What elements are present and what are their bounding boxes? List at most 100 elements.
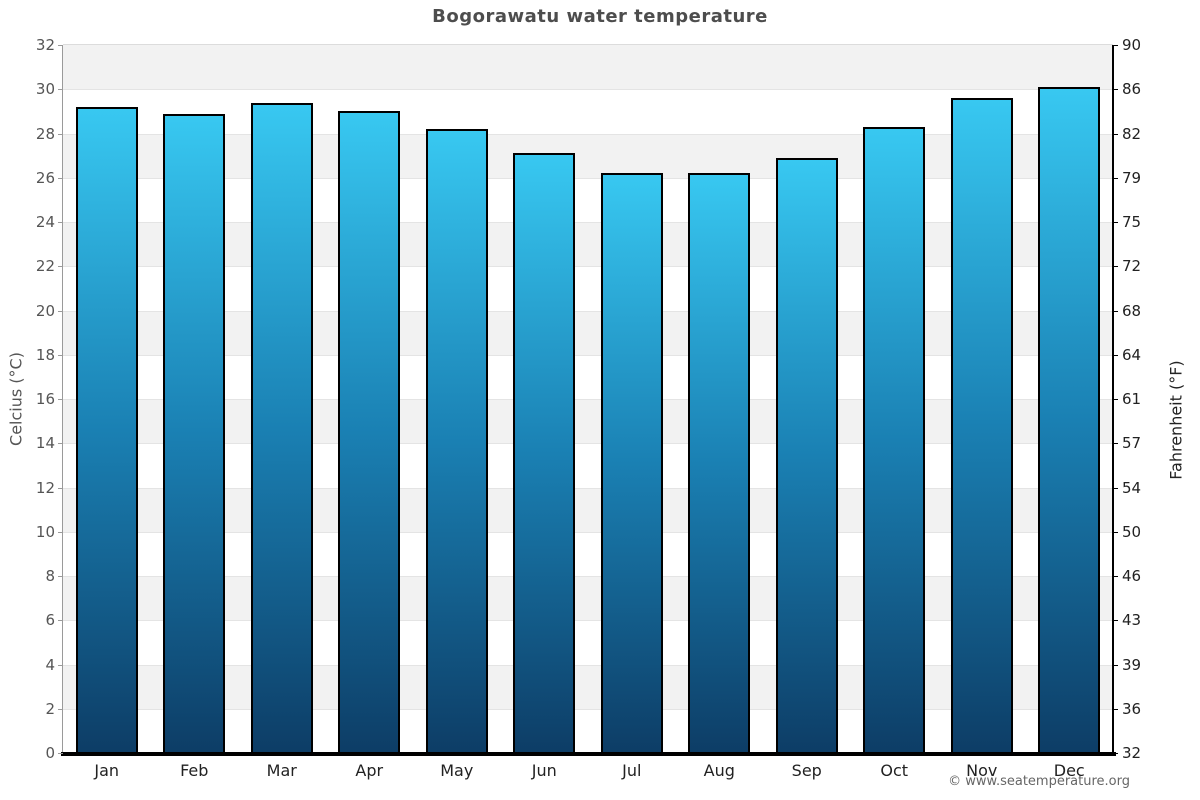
y-tick-label-right: 39	[1122, 655, 1142, 674]
y-tick-label-right: 36	[1122, 699, 1142, 718]
x-tick-label-jan: Jan	[94, 761, 120, 780]
y-tick-label-right: 86	[1122, 80, 1142, 99]
x-tick-label-apr: Apr	[355, 761, 384, 780]
y-tick-label-right: 79	[1122, 168, 1142, 187]
y-tick-mark-left	[58, 487, 63, 489]
y-tick-label-right: 64	[1122, 345, 1142, 364]
y-tick-label-left: 0	[45, 744, 55, 762]
gridline	[63, 266, 1113, 268]
bar-nov[interactable]	[950, 98, 1013, 753]
gridline	[63, 576, 1113, 577]
plot-band	[63, 266, 1113, 311]
plot-band	[63, 531, 1113, 576]
x-tick-label-jun: Jun	[531, 761, 557, 780]
bar-oct[interactable]	[863, 126, 926, 753]
y-tick-label-left: 4	[45, 655, 55, 674]
y-tick-label-left: 10	[35, 522, 55, 541]
y-tick-label-left: 24	[35, 213, 55, 231]
bar-sep[interactable]	[775, 157, 838, 753]
gridline	[63, 399, 1113, 400]
y-tick-label-left: 18	[35, 345, 55, 364]
bar-aug[interactable]	[688, 173, 751, 753]
y-tick-label-left: 20	[35, 301, 55, 320]
y-tick-label-right: 75	[1122, 213, 1142, 231]
y-tick-mark-left	[58, 310, 63, 312]
y-tick-label-right: 57	[1122, 434, 1142, 453]
y-tick-mark-left	[58, 443, 63, 445]
plot-band	[63, 620, 1113, 665]
y-tick-mark-left	[58, 177, 63, 179]
bar-jan[interactable]	[75, 106, 138, 753]
y-tick-mark-left	[58, 89, 63, 91]
gridline	[63, 620, 1113, 622]
gridline	[63, 177, 1113, 179]
y-tick-mark-right	[1113, 443, 1118, 445]
x-tick-label-aug: Aug	[703, 761, 735, 780]
plot-band	[63, 708, 1113, 753]
y-tick-mark-right	[1113, 576, 1118, 577]
y-tick-label-right: 46	[1122, 567, 1142, 585]
y-tick-mark-left	[58, 266, 63, 268]
plot-band	[63, 576, 1113, 621]
y-tick-label-left: 22	[35, 257, 55, 276]
gridline	[63, 222, 1113, 223]
plot-band	[63, 89, 1113, 134]
y-tick-label-left: 8	[45, 567, 55, 585]
plot-area	[63, 44, 1113, 753]
plot-band	[63, 310, 1113, 355]
x-tick-label-jul: Jul	[622, 761, 642, 780]
y-tick-label-right: 82	[1122, 124, 1142, 143]
plot-band	[63, 177, 1113, 222]
y-tick-mark-left	[58, 45, 63, 46]
y-tick-mark-right	[1113, 620, 1118, 622]
y-tick-mark-right	[1113, 89, 1118, 91]
gridline	[63, 531, 1113, 533]
y-tick-label-left: 30	[35, 80, 55, 99]
y-tick-mark-left	[58, 664, 63, 666]
plot-top-border	[63, 44, 1113, 45]
x-tick-label-sep: Sep	[791, 761, 822, 780]
x-tick-label-may: May	[440, 761, 474, 780]
x-tick-label-nov: Nov	[966, 761, 998, 780]
gridline	[63, 354, 1113, 356]
bar-jun[interactable]	[513, 153, 576, 753]
copyright: © www.seatemperature.org	[948, 774, 1130, 789]
y-tick-label-right: 43	[1122, 611, 1142, 630]
y-tick-mark-right	[1113, 354, 1118, 356]
y-tick-label-left: 26	[35, 168, 55, 187]
y-tick-label-left: 2	[45, 699, 55, 718]
gridline	[63, 133, 1113, 135]
y-tick-label-left: 14	[35, 434, 55, 453]
y-tick-label-left: 16	[35, 390, 55, 408]
gridline	[63, 664, 1113, 666]
bar-may[interactable]	[425, 129, 488, 753]
y-tick-mark-right	[1113, 664, 1118, 666]
y-tick-label-right: 54	[1122, 478, 1142, 497]
bar-mar[interactable]	[250, 102, 313, 753]
y-tick-mark-right	[1113, 708, 1118, 710]
x-tick-label-dec: Dec	[1053, 761, 1085, 780]
y-tick-mark-left	[58, 354, 63, 356]
bar-feb[interactable]	[163, 113, 226, 753]
x-axis-line	[61, 752, 1116, 756]
y-tick-label-left: 6	[45, 611, 55, 630]
y-tick-label-left: 12	[35, 478, 55, 497]
y-tick-mark-right	[1113, 531, 1118, 533]
bar-apr[interactable]	[338, 111, 401, 753]
y-tick-mark-left	[58, 576, 63, 577]
x-tick-label-feb: Feb	[180, 761, 209, 780]
plot-band	[63, 399, 1113, 444]
gridline	[63, 89, 1113, 91]
y-tick-mark-right	[1113, 399, 1118, 400]
y-tick-label-right: 72	[1122, 257, 1142, 276]
y-tick-mark-right	[1113, 266, 1118, 268]
y-tick-mark-left	[58, 620, 63, 622]
y-tick-mark-right	[1113, 45, 1118, 46]
bar-jul[interactable]	[600, 173, 663, 753]
bar-dec[interactable]	[1038, 87, 1101, 753]
y-tick-mark-right	[1113, 133, 1118, 135]
gridline	[63, 310, 1113, 312]
y-tick-label-right: 61	[1122, 390, 1142, 408]
y-tick-label-right: 90	[1122, 36, 1142, 54]
